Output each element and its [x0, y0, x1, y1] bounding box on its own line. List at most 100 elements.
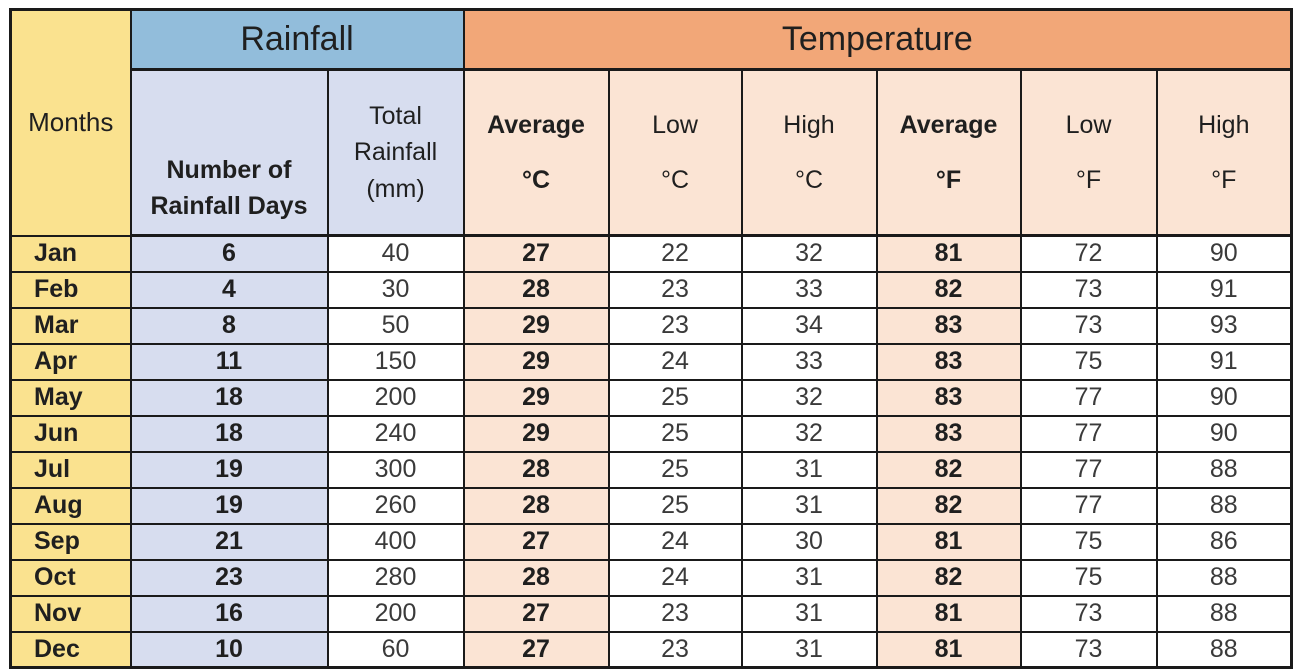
- total-rainfall-cell: 150: [326, 342, 465, 381]
- rainfall-days-cell: 11: [129, 342, 329, 381]
- low-c-cell: 24: [607, 342, 743, 381]
- month-cell: Mar: [9, 306, 132, 345]
- column-label-high-f: High: [1198, 111, 1250, 140]
- column-header-high-f: High °F: [1155, 68, 1293, 237]
- low-c-cell: 25: [607, 450, 743, 489]
- table-row: Oct 23 280 28 24 31 82 75 88: [9, 558, 1293, 597]
- high-f-cell: 91: [1155, 270, 1293, 309]
- table-body: Jan 6 40 27 22 32 81 72 90 Feb 4 30 28 2…: [9, 234, 1293, 669]
- high-c-cell: 32: [740, 378, 878, 417]
- column-header-rainfall-days: Number of Rainfall Days: [129, 68, 329, 237]
- average-c-cell: 29: [462, 342, 610, 381]
- average-f-cell: 81: [875, 234, 1022, 273]
- month-cell: Aug: [9, 486, 132, 525]
- month-cell: Sep: [9, 522, 132, 561]
- low-f-cell: 77: [1019, 486, 1158, 525]
- total-rainfall-cell: 40: [326, 234, 465, 273]
- rainfall-days-cell: 18: [129, 414, 329, 453]
- total-rainfall-cell: 400: [326, 522, 465, 561]
- low-f-cell: 77: [1019, 378, 1158, 417]
- high-f-cell: 90: [1155, 414, 1293, 453]
- total-rainfall-cell: 30: [326, 270, 465, 309]
- rainfall-days-cell: 16: [129, 594, 329, 633]
- average-c-cell: 27: [462, 594, 610, 633]
- column-unit-high-c: °C: [794, 165, 824, 194]
- low-c-cell: 23: [607, 594, 743, 633]
- month-cell: Oct: [9, 558, 132, 597]
- column-header-average-c: Average °C: [462, 68, 610, 237]
- low-f-cell: 75: [1019, 522, 1158, 561]
- total-rainfall-cell: 200: [326, 594, 465, 633]
- average-f-cell: 81: [875, 522, 1022, 561]
- low-c-cell: 24: [607, 522, 743, 561]
- column-unit-high-f: °F: [1211, 165, 1237, 194]
- low-f-cell: 75: [1019, 342, 1158, 381]
- total-rainfall-cell: 240: [326, 414, 465, 453]
- rainfall-days-cell: 23: [129, 558, 329, 597]
- column-label-low-c: Low: [652, 111, 698, 140]
- low-c-cell: 23: [607, 270, 743, 309]
- total-rainfall-cell: 280: [326, 558, 465, 597]
- average-f-cell: 83: [875, 414, 1022, 453]
- average-f-cell: 82: [875, 270, 1022, 309]
- temperature-group-header: Temperature: [462, 8, 1293, 71]
- rainfall-days-cell: 10: [129, 630, 329, 669]
- high-c-cell: 32: [740, 234, 878, 273]
- average-c-cell: 29: [462, 414, 610, 453]
- month-cell: Apr: [9, 342, 132, 381]
- low-c-cell: 23: [607, 630, 743, 669]
- average-c-cell: 27: [462, 234, 610, 273]
- low-f-cell: 73: [1019, 630, 1158, 669]
- table-row: Nov 16 200 27 23 31 81 73 88: [9, 594, 1293, 633]
- high-f-cell: 86: [1155, 522, 1293, 561]
- average-c-cell: 27: [462, 630, 610, 669]
- column-label-average-c: Average: [487, 111, 585, 140]
- high-f-cell: 88: [1155, 594, 1293, 633]
- average-f-cell: 82: [875, 486, 1022, 525]
- low-f-cell: 75: [1019, 558, 1158, 597]
- high-f-cell: 88: [1155, 486, 1293, 525]
- low-c-cell: 25: [607, 414, 743, 453]
- month-cell: Jan: [9, 234, 132, 273]
- average-f-cell: 83: [875, 378, 1022, 417]
- high-f-cell: 90: [1155, 378, 1293, 417]
- column-label-high-c: High: [783, 111, 835, 140]
- total-rainfall-cell: 200: [326, 378, 465, 417]
- low-f-cell: 73: [1019, 270, 1158, 309]
- high-f-cell: 88: [1155, 630, 1293, 669]
- month-cell: Feb: [9, 270, 132, 309]
- column-header-high-c: High °C: [740, 68, 878, 237]
- rainfall-days-cell: 6: [129, 234, 329, 273]
- high-c-cell: 33: [740, 342, 878, 381]
- average-c-cell: 28: [462, 486, 610, 525]
- high-c-cell: 33: [740, 270, 878, 309]
- total-rainfall-cell: 50: [326, 306, 465, 345]
- table-row: Jun 18 240 29 25 32 83 77 90: [9, 414, 1293, 453]
- rainfall-days-cell: 18: [129, 378, 329, 417]
- months-column-header: Months: [9, 8, 132, 237]
- high-c-cell: 31: [740, 450, 878, 489]
- rainfall-days-cell: 4: [129, 270, 329, 309]
- rainfall-group-header: Rainfall: [129, 8, 465, 71]
- month-cell: Jul: [9, 450, 132, 489]
- high-c-cell: 31: [740, 486, 878, 525]
- high-c-cell: 34: [740, 306, 878, 345]
- column-label-low-f: Low: [1065, 111, 1112, 140]
- rainfall-days-cell: 19: [129, 486, 329, 525]
- high-f-cell: 90: [1155, 234, 1293, 273]
- average-c-cell: 28: [462, 270, 610, 309]
- low-c-cell: 25: [607, 486, 743, 525]
- total-rainfall-cell: 60: [326, 630, 465, 669]
- average-c-cell: 29: [462, 378, 610, 417]
- month-cell: Dec: [9, 630, 132, 669]
- rainfall-days-cell: 19: [129, 450, 329, 489]
- column-unit-low-c: °C: [660, 165, 690, 194]
- month-cell: Nov: [9, 594, 132, 633]
- column-unit-average-f: °F: [935, 165, 962, 194]
- table-row: Mar 8 50 29 23 34 83 73 93: [9, 306, 1293, 345]
- group-header-row: Months Rainfall Temperature: [9, 8, 1293, 237]
- average-c-cell: 28: [462, 558, 610, 597]
- table-row: Dec 10 60 27 23 31 81 73 88: [9, 630, 1293, 669]
- column-header-low-c: Low °C: [607, 68, 743, 237]
- table-row: Jul 19 300 28 25 31 82 77 88: [9, 450, 1293, 489]
